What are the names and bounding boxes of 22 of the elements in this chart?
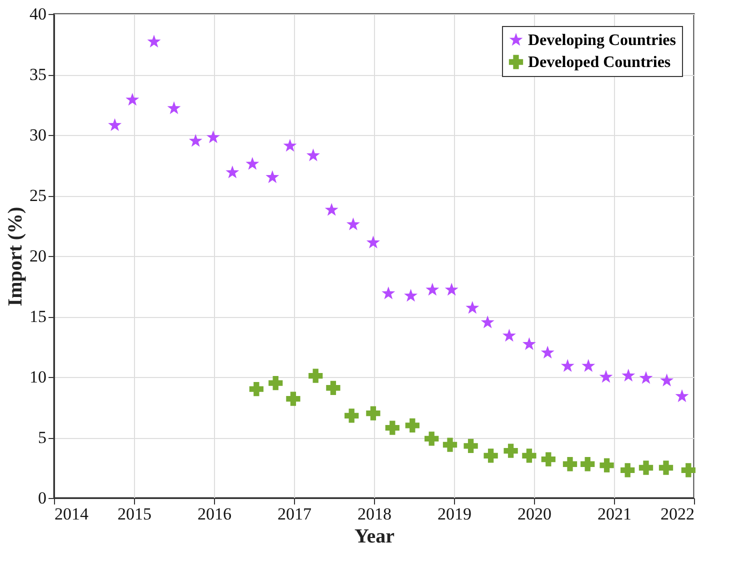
x-tick-label: 2021	[598, 504, 632, 524]
legend-label: Developed Countries	[528, 54, 671, 71]
y-tick-label: 30	[30, 126, 46, 144]
x-axis-title: Year	[354, 526, 395, 548]
y-tick-label: 40	[30, 4, 46, 24]
y-tick-label: 15	[30, 307, 46, 326]
x-tick-label: 2018	[358, 504, 392, 524]
x-tick-label: 2020	[518, 504, 552, 524]
y-tick-label: 0	[38, 488, 46, 508]
y-axis-title: Import (%)	[4, 206, 26, 306]
x-tick-label: 2016	[198, 504, 232, 524]
x-tick-label: 2022	[660, 504, 694, 524]
y-tick-label: 25	[30, 186, 46, 205]
x-tick-label: 2019	[438, 504, 472, 524]
y-tick-label: 5	[38, 428, 46, 447]
x-tick-label: 2014	[54, 504, 89, 524]
x-tick-label: 2017	[278, 504, 312, 524]
x-tick-label: 2015	[118, 504, 152, 524]
y-tick-label: 10	[30, 368, 46, 386]
y-tick-label: 35	[30, 65, 46, 84]
legend-label: Developing Countries	[528, 32, 676, 49]
y-tick-label: 20	[30, 246, 46, 266]
